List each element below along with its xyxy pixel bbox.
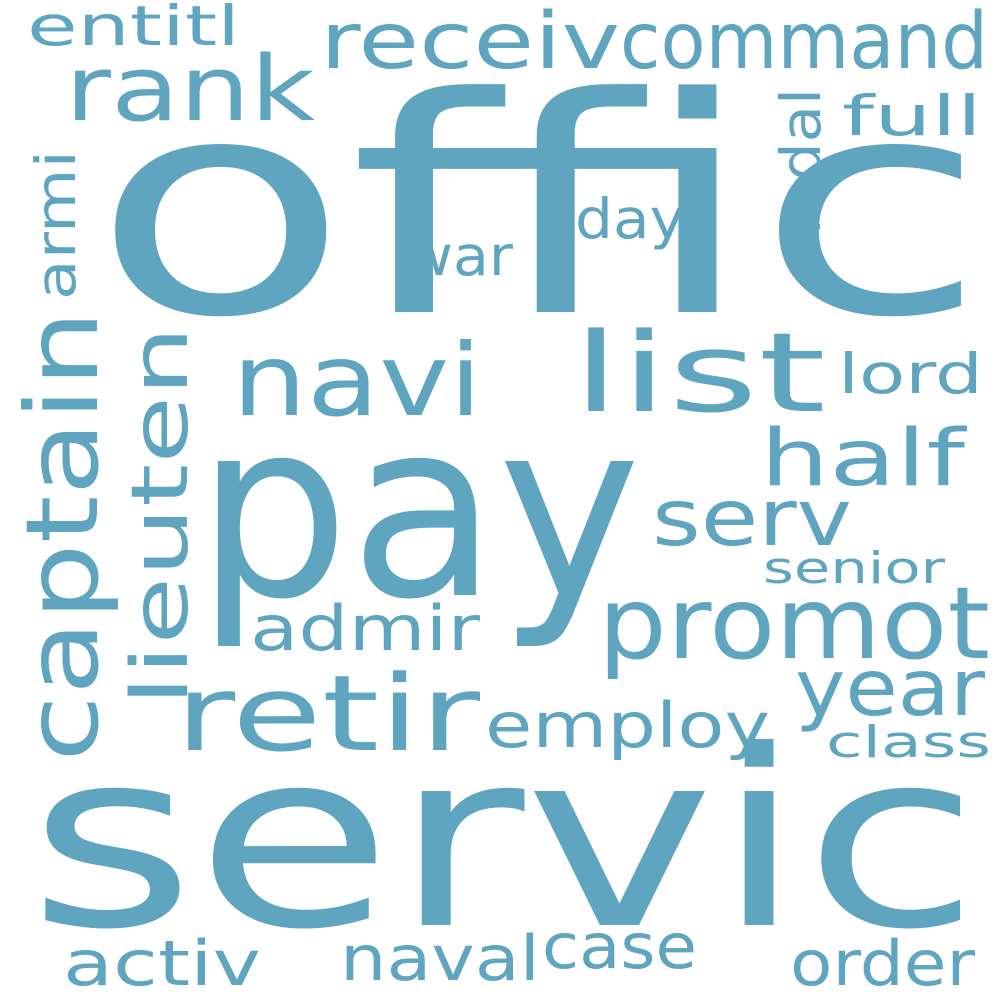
word-receiv: receiv bbox=[320, 0, 620, 87]
word-order: order bbox=[790, 927, 976, 1000]
word-medal: medal bbox=[769, 88, 833, 278]
word-promot: promot bbox=[598, 565, 990, 682]
word-serv: serv bbox=[652, 474, 852, 564]
word-pay: pay bbox=[196, 368, 641, 653]
word-navi: navi bbox=[232, 322, 482, 439]
word-command: command bbox=[620, 0, 988, 87]
word-full: full bbox=[842, 84, 982, 148]
word-employ: employ bbox=[485, 689, 770, 762]
word-naval: naval bbox=[340, 922, 540, 995]
word-servic: servic bbox=[28, 698, 980, 983]
word-offic: offic bbox=[92, 34, 987, 383]
word-admir: admir bbox=[250, 592, 481, 665]
word-half: half bbox=[760, 414, 967, 504]
word-lieuten: lieuten bbox=[116, 326, 206, 706]
word-senior: senior bbox=[763, 543, 946, 594]
word-lord: lord bbox=[838, 342, 983, 406]
word-class: class bbox=[826, 717, 991, 768]
word-armi: armi bbox=[24, 150, 88, 300]
word-day: day bbox=[575, 187, 685, 251]
word-war: war bbox=[405, 224, 513, 288]
word-case: case bbox=[542, 910, 697, 983]
word-rank: rank bbox=[65, 37, 315, 142]
word-list: list bbox=[572, 309, 826, 437]
word-retir: retir bbox=[175, 653, 481, 775]
word-year: year bbox=[795, 644, 986, 734]
word-activ: activ bbox=[63, 927, 261, 1000]
word-captain: captain bbox=[4, 310, 121, 762]
word-entitl: entitl bbox=[27, 0, 240, 58]
